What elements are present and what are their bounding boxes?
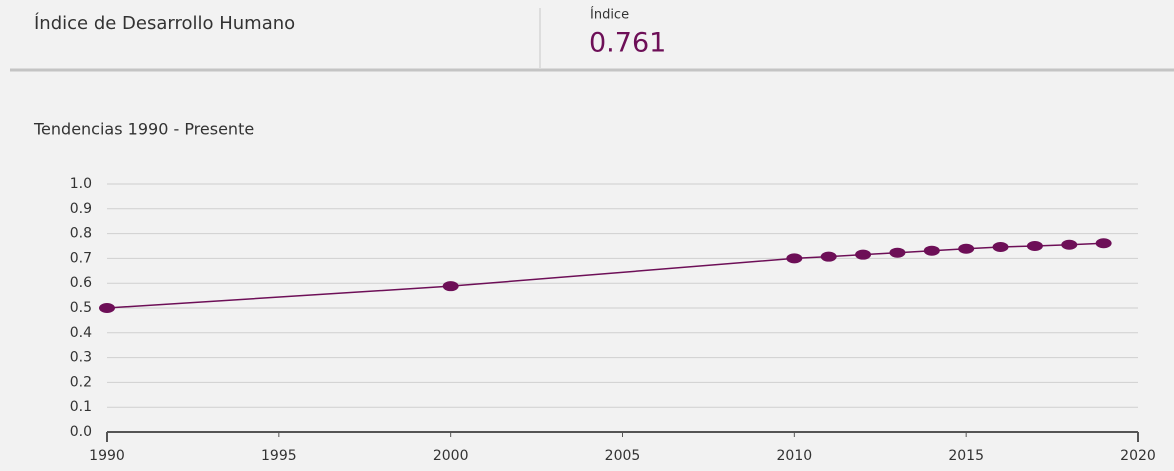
header-title: Índice de Desarrollo Humano: [34, 12, 295, 34]
y-tick-label: 0.6: [70, 275, 92, 291]
y-tick-label: 0.9: [70, 201, 92, 217]
y-tick-label: 0.0: [70, 424, 92, 440]
y-tick-label: 0.3: [70, 350, 92, 366]
data-point: [889, 247, 906, 258]
header-value: 0.761: [589, 28, 666, 59]
data-point: [1026, 241, 1043, 251]
y-tick-label: 1.0: [70, 176, 92, 192]
data-point: [1061, 239, 1078, 250]
x-tick-label: 1990: [89, 448, 125, 464]
y-tick-label: 0.7: [70, 250, 92, 266]
data-point: [442, 281, 459, 292]
x-tick-label: 2005: [605, 448, 641, 464]
x-tick-label: 2015: [948, 448, 984, 464]
y-tick-label: 0.1: [70, 399, 92, 415]
data-point: [1095, 238, 1112, 249]
data-point: [820, 251, 837, 262]
x-tick-label: 2000: [433, 448, 469, 464]
data-point: [923, 245, 940, 256]
y-tick-label: 0.4: [70, 325, 92, 341]
value-label: Índice: [590, 7, 629, 23]
data-point: [99, 303, 115, 313]
x-tick-label: 2020: [1120, 448, 1156, 464]
data-point: [786, 253, 803, 264]
x-tick-label: 2010: [777, 448, 813, 464]
y-tick-label: 0.5: [70, 300, 92, 316]
data-point: [992, 241, 1009, 252]
x-tick-label: 1995: [261, 448, 297, 464]
y-tick-label: 0.2: [70, 374, 92, 390]
chart-title: Tendencias 1990 - Presente: [33, 120, 254, 139]
y-tick-label: 0.8: [70, 226, 92, 242]
data-point: [958, 243, 975, 254]
data-point: [855, 249, 872, 260]
